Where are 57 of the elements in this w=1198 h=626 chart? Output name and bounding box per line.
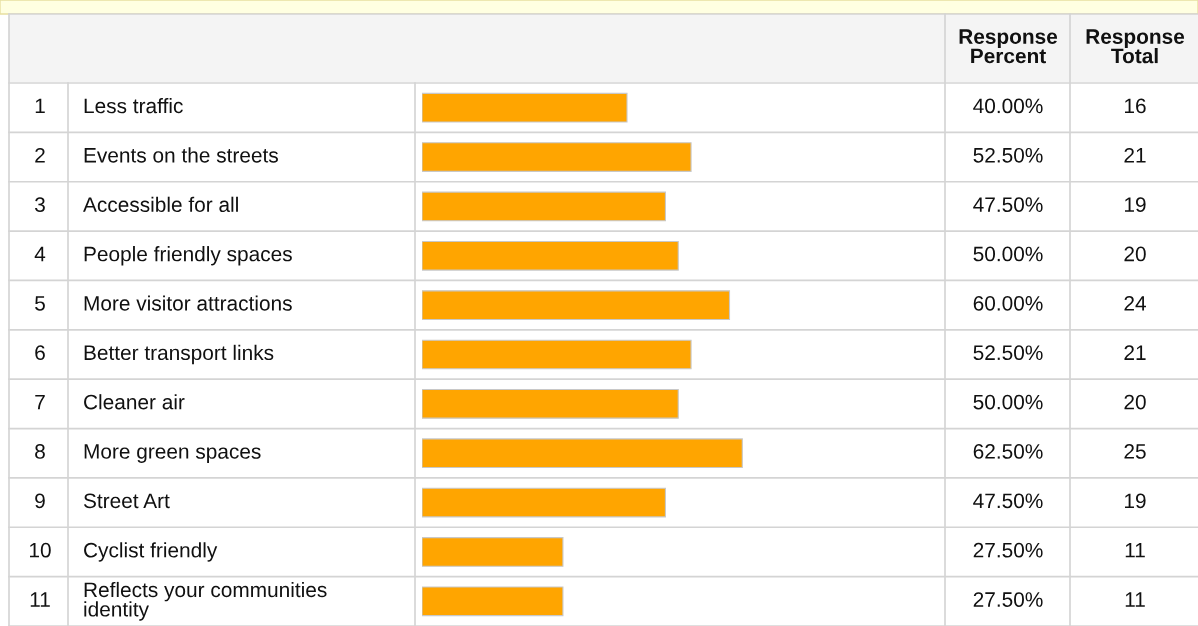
bar: [422, 586, 564, 617]
bar: [422, 191, 666, 222]
text: 11: [30, 592, 50, 607]
text: 19: [1125, 197, 1146, 212]
data-label: 60.00%: [973, 295, 1043, 311]
text: 5: [35, 296, 45, 311]
text: 9: [35, 493, 45, 509]
bar: [422, 92, 628, 123]
data-label: 50.00%: [973, 394, 1043, 410]
text: 10: [30, 542, 51, 558]
bar: [422, 487, 666, 518]
bar: [422, 438, 743, 469]
data-label: 52.50%: [973, 147, 1043, 163]
text: 3: [35, 197, 45, 212]
text: 8: [35, 444, 45, 459]
data-label: 47.50%: [973, 197, 1043, 212]
text: 1: [35, 98, 45, 114]
y-tick-label: Better transport links: [84, 344, 274, 365]
text: 19: [1125, 493, 1146, 509]
data-label: 27.50%: [973, 542, 1043, 558]
text: 2: [35, 147, 45, 163]
y-tick-label: Events on the streets: [84, 147, 278, 163]
text: 16: [1125, 98, 1146, 114]
bar: [422, 142, 692, 172]
text: 11: [1125, 543, 1145, 558]
data-label: 47.50%: [973, 493, 1043, 509]
text: Response Percent: [959, 29, 1058, 64]
y-tick-label: Less traffic: [84, 97, 183, 114]
y-tick-label: More green spaces: [84, 444, 261, 463]
y-tick-label: Accessible for all: [83, 196, 238, 212]
data-label: 62.50%: [973, 444, 1043, 459]
bar: [422, 339, 692, 370]
text: 24: [1124, 295, 1146, 311]
bar: [422, 537, 564, 567]
data-label: 27.50%: [973, 592, 1043, 607]
text: 4: [34, 246, 46, 262]
y-tick-label: Street Art: [83, 493, 170, 509]
y-tick-label: Cleaner air: [84, 394, 185, 410]
bar: [422, 290, 731, 321]
bar: [422, 388, 679, 419]
y-tick-label: More visitor attractions: [84, 295, 292, 311]
y-tick-label: People friendly spaces: [84, 246, 292, 266]
text: 20: [1124, 394, 1146, 410]
text: 11: [1125, 592, 1145, 607]
text: 25: [1124, 444, 1146, 459]
text: 20: [1124, 246, 1146, 262]
text: Response Total: [1086, 29, 1185, 64]
text: 21: [1124, 147, 1146, 163]
data-label: 50.00%: [973, 246, 1043, 262]
y-tick-label: Reflects your communities identity: [84, 581, 327, 621]
text: 6: [35, 345, 45, 361]
bar: [422, 240, 679, 271]
y-tick-label: Cyclist friendly: [84, 542, 218, 562]
text: 7: [35, 394, 45, 410]
text: 21: [1124, 345, 1146, 360]
data-label: 52.50%: [973, 345, 1043, 361]
data-label: 40.00%: [973, 98, 1043, 114]
